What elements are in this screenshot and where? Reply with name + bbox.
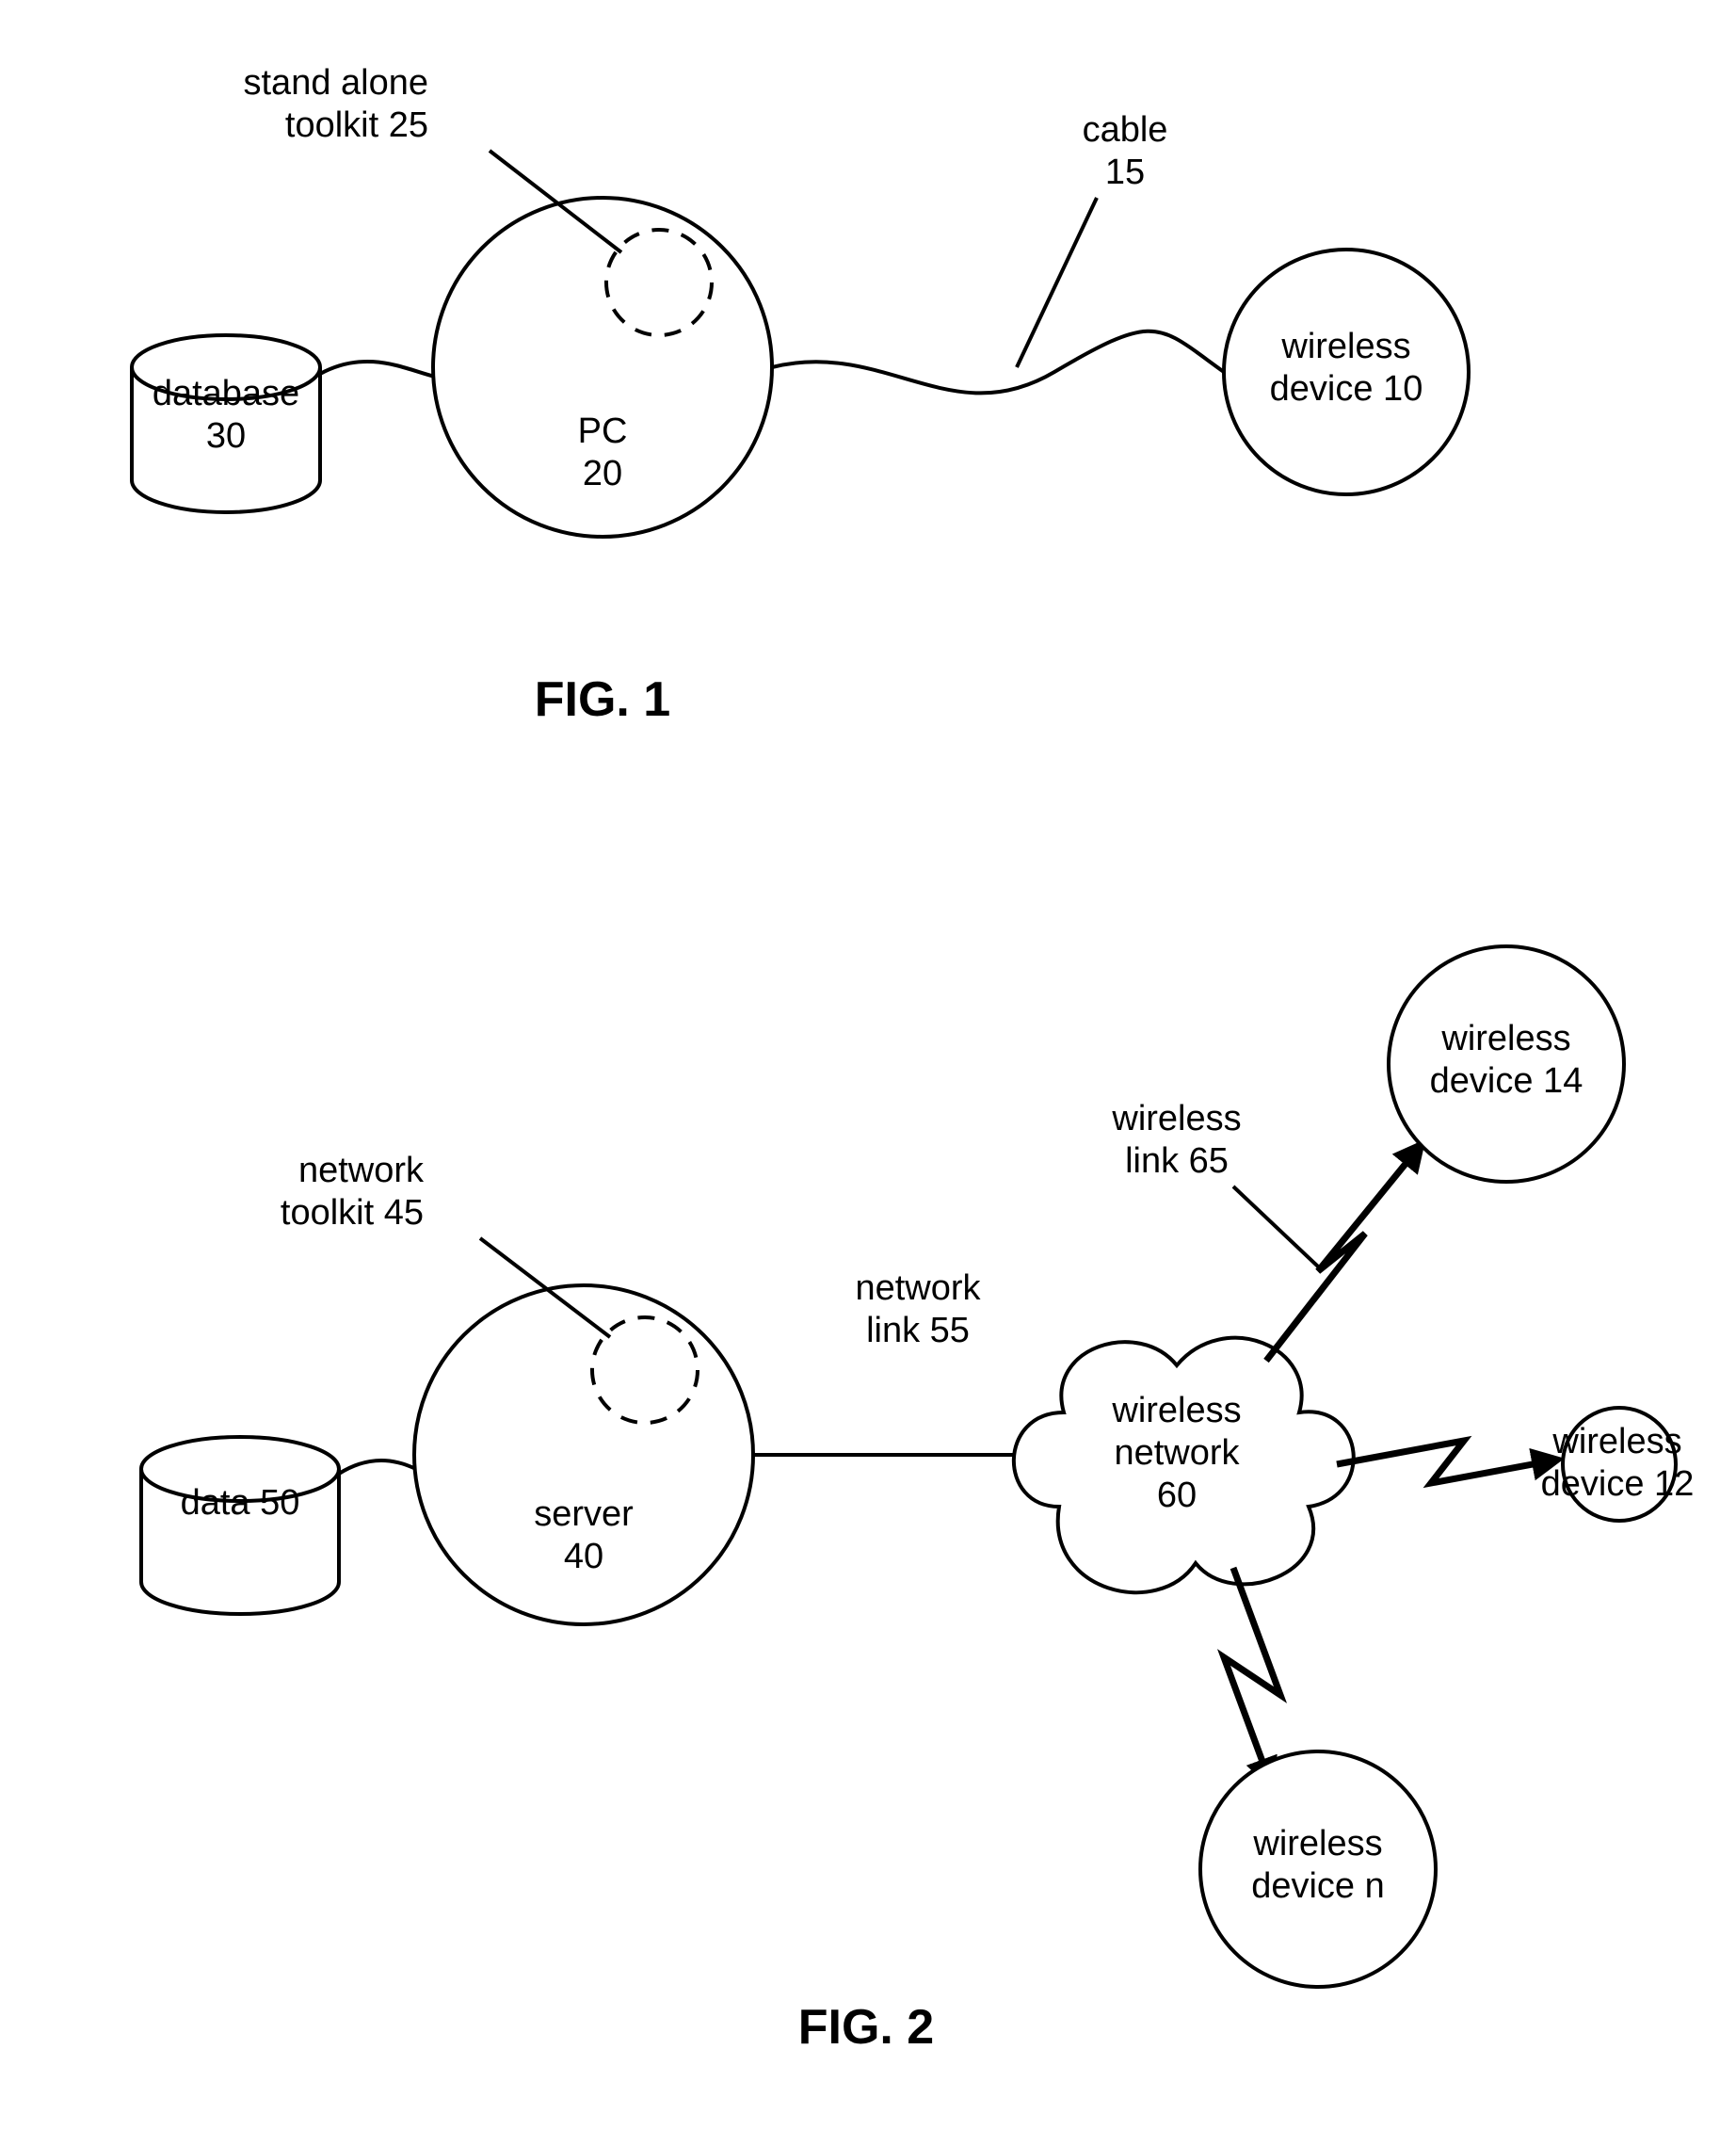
device-n-l2: device n [1251,1866,1385,1906]
device-12-l2: device 12 [1541,1464,1695,1504]
toolkit-callout-1: stand alone [244,63,429,103]
data-label: data 50 [181,1483,300,1523]
cable-leader [1017,198,1097,367]
netlink-c1: network [855,1268,981,1308]
toolkit-callout-2: toolkit 25 [285,105,428,145]
database-label: database [153,374,299,413]
server-ref: 40 [564,1537,603,1576]
wlink-c1: wireless [1111,1099,1241,1138]
cloud-l1: wireless [1111,1391,1241,1430]
bolt-14 [1266,1144,1422,1361]
cable-callout-1: cable [1083,110,1168,150]
device-12-l1: wireless [1551,1422,1681,1461]
device-14-l1: wireless [1440,1019,1570,1058]
cloud-l3: 60 [1157,1476,1197,1515]
db-pc-link [320,362,435,377]
device-14-l2: device 14 [1430,1061,1583,1101]
wd-label-1: wireless [1280,327,1410,366]
cable-link [772,331,1224,394]
wlink-c2: link 65 [1125,1141,1229,1181]
cable-callout-2: 15 [1105,153,1145,192]
bolt-n [1224,1568,1280,1784]
database-ref: 30 [206,416,246,456]
wlink-leader [1233,1186,1318,1267]
netlink-c2: link 55 [866,1311,970,1350]
device-n-l1: wireless [1252,1824,1382,1864]
data-server-link [339,1460,416,1474]
server-label: server [534,1494,634,1534]
pc-label: PC [578,411,628,451]
wd-label-2: device 10 [1270,369,1423,409]
fig2-caption: FIG. 2 [798,2000,934,2055]
net-toolkit-c2: toolkit 45 [281,1193,424,1233]
cloud-l2: network [1114,1433,1240,1473]
pc-ref: 20 [583,454,622,493]
bolt-12 [1337,1441,1558,1483]
fig1-caption: FIG. 1 [535,672,670,727]
net-toolkit-c1: network [298,1151,425,1190]
